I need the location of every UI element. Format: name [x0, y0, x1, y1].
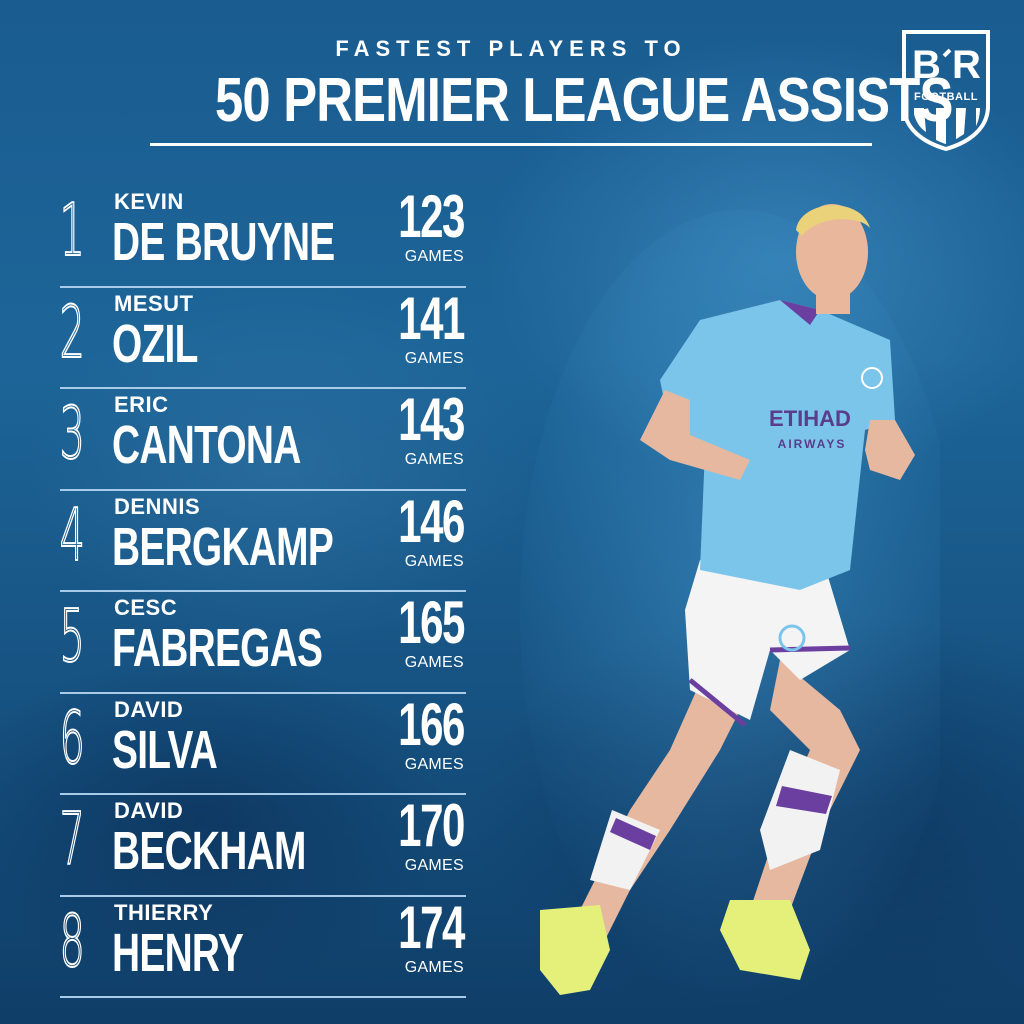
player-last-name: BECKHAM: [112, 821, 306, 881]
games-count: 170 GAMES: [354, 792, 465, 875]
player-last-name: DE BRUYNE: [112, 212, 335, 272]
header: FASTEST PLAYERS TO 50 PREMIER LEAGUE ASS…: [150, 36, 953, 135]
list-item: 1 KEVIN DE BRUYNE 123 GAMES: [52, 186, 466, 288]
logo-letter-r: R: [952, 43, 981, 87]
games-label: GAMES: [404, 857, 464, 874]
games-value: 123: [398, 183, 465, 250]
rank-number: 6: [59, 695, 85, 780]
games-count: 174 GAMES: [354, 893, 465, 977]
list-item: 6 DAVID SILVA 166 GAMES: [52, 690, 466, 795]
player-first-name: MESUT: [114, 290, 194, 316]
row-divider: [60, 793, 466, 795]
games-value: 141: [398, 284, 465, 352]
row-divider: [60, 285, 466, 288]
games-value: 165: [398, 589, 465, 656]
rank-number: 5: [59, 594, 85, 678]
player-first-name: DAVID: [114, 798, 184, 823]
player-first-name: DAVID: [114, 696, 184, 722]
games-label: GAMES: [404, 349, 464, 367]
games-count: 166 GAMES: [354, 690, 465, 774]
logo-tagline: FOOTBALL: [914, 91, 978, 103]
player-last-name: FABREGAS: [112, 618, 323, 678]
ranking-list: 1 KEVIN DE BRUYNE 123 GAMES 2 MESUT OZIL…: [52, 186, 466, 998]
games-count: 123 GAMES: [354, 183, 465, 266]
logo-letter-b: B: [912, 43, 941, 87]
list-item: 2 MESUT OZIL 141 GAMES: [52, 284, 466, 389]
games-value: 170: [398, 792, 465, 859]
games-label: GAMES: [404, 654, 464, 671]
games-label: GAMES: [404, 552, 464, 570]
player-photo: ETIHAD AIRWAYS: [520, 204, 940, 1010]
rank-number: 3: [59, 391, 85, 475]
player-first-name: ERIC: [114, 392, 169, 417]
player-first-name: CESC: [114, 595, 178, 620]
games-count: 143 GAMES: [354, 386, 465, 469]
row-divider: [60, 996, 466, 998]
player-first-name: THIERRY: [114, 899, 214, 925]
rank-number: 8: [59, 898, 85, 983]
games-count: 141 GAMES: [354, 284, 465, 368]
games-value: 174: [398, 893, 465, 961]
row-divider: [60, 387, 466, 389]
rank-number: 2: [59, 289, 85, 374]
rank-number: 1: [59, 188, 85, 272]
rank-number: 7: [59, 797, 85, 881]
player-last-name: SILVA: [112, 719, 218, 780]
games-label: GAMES: [404, 451, 464, 468]
list-item: 7 DAVID BECKHAM 170 GAMES: [52, 795, 466, 897]
row-divider: [60, 691, 466, 694]
row-divider: [60, 488, 466, 491]
logo-slash-icon: [942, 48, 952, 58]
player-last-name: OZIL: [112, 313, 198, 374]
games-label: GAMES: [404, 755, 464, 773]
games-label: GAMES: [404, 958, 464, 976]
club-crest-icon: [778, 624, 806, 652]
list-item: 5 CESC FABREGAS 165 GAMES: [52, 592, 466, 694]
games-count: 165 GAMES: [354, 589, 465, 672]
player-last-name: CANTONA: [112, 415, 301, 475]
header-divider: [150, 143, 872, 146]
player-last-name: BERGKAMP: [112, 516, 334, 577]
games-count: 146 GAMES: [354, 487, 465, 571]
rank-number: 4: [59, 492, 85, 577]
page-title: 50 PREMIER LEAGUE ASSISTS: [214, 66, 953, 135]
list-item: 8 THIERRY HENRY 174 GAMES: [52, 893, 466, 998]
list-item: 4 DENNIS BERGKAMP 146 GAMES: [52, 487, 466, 592]
games-value: 146: [398, 487, 465, 555]
row-divider: [60, 590, 466, 592]
shirt-sponsor-sub: AIRWAYS: [778, 437, 847, 451]
list-item: 3 ERIC CANTONA 143 GAMES: [52, 389, 466, 491]
player-first-name: DENNIS: [114, 493, 201, 519]
player-last-name: HENRY: [112, 922, 244, 983]
club-crest-icon: [861, 367, 883, 389]
player-first-name: KEVIN: [114, 189, 184, 214]
games-value: 143: [398, 386, 465, 453]
games-label: GAMES: [404, 248, 464, 265]
shirt-sponsor: ETIHAD: [769, 406, 851, 431]
br-football-shield-icon: B R FOOTBALL: [902, 30, 990, 152]
games-value: 166: [398, 690, 465, 758]
row-divider: [60, 894, 466, 897]
page-subtitle: FASTEST PLAYERS TO: [335, 36, 687, 61]
